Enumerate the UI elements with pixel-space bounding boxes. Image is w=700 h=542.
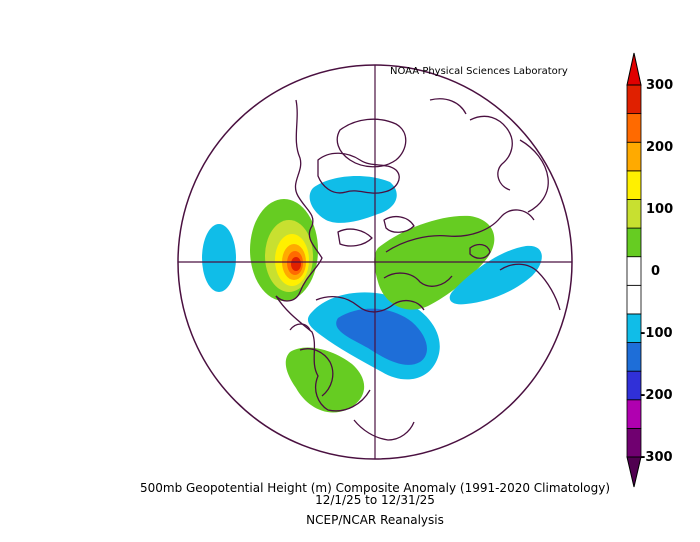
colorbar-segment xyxy=(626,370,642,401)
colorbar-segment xyxy=(626,399,642,429)
colorbar-tick-label: -200 xyxy=(640,388,673,403)
date-range: 12/1/25 to 12/31/25 xyxy=(315,493,435,507)
dataset-label: NCEP/NCAR Reanalysis xyxy=(306,513,444,527)
anomaly-negative-canada-arctic xyxy=(309,176,397,223)
coastlines xyxy=(275,98,561,441)
colorbar-segment xyxy=(626,141,642,172)
colorbar-tick-label: 0 xyxy=(651,264,661,279)
anomaly-positive-pacific-nw xyxy=(250,199,318,301)
colorbar-tick-label: 300 xyxy=(646,78,674,93)
anomaly-positive-east-asia xyxy=(285,347,365,413)
colorbar-tick-label: -100 xyxy=(640,326,673,341)
chart-title: 500mb Geopotential Height (m) Composite … xyxy=(139,481,610,495)
anomaly-negative-siberia-arctic xyxy=(307,292,440,380)
colorbar-max-arrow xyxy=(626,52,642,86)
colorbar-segment xyxy=(626,199,642,229)
colorbar-segment xyxy=(626,313,642,343)
colorbar-segment xyxy=(626,427,642,458)
anomaly-negative-gulf-of-alaska xyxy=(202,224,236,292)
colorbar-segment xyxy=(626,84,642,115)
colorbar-segment xyxy=(626,227,642,258)
colorbar-segment xyxy=(626,342,642,372)
colorbar-segment xyxy=(626,170,642,200)
colorbar-tick-label: 200 xyxy=(646,140,674,155)
colorbar-min-arrow xyxy=(626,456,642,488)
anomaly-positive-europe xyxy=(374,215,495,310)
anomaly-contours xyxy=(202,176,542,413)
colorbar-segment xyxy=(626,284,642,315)
colorbar-tick-label: -300 xyxy=(640,450,673,465)
colorbar-tick-label: 100 xyxy=(646,202,674,217)
credit-text: NOAA Physical Sciences Laboratory xyxy=(390,66,568,77)
anomaly-negative-north-atlantic xyxy=(449,245,542,305)
colorbar-segment xyxy=(626,256,642,286)
colorbar-segment xyxy=(626,113,642,143)
colorbar xyxy=(626,52,642,488)
